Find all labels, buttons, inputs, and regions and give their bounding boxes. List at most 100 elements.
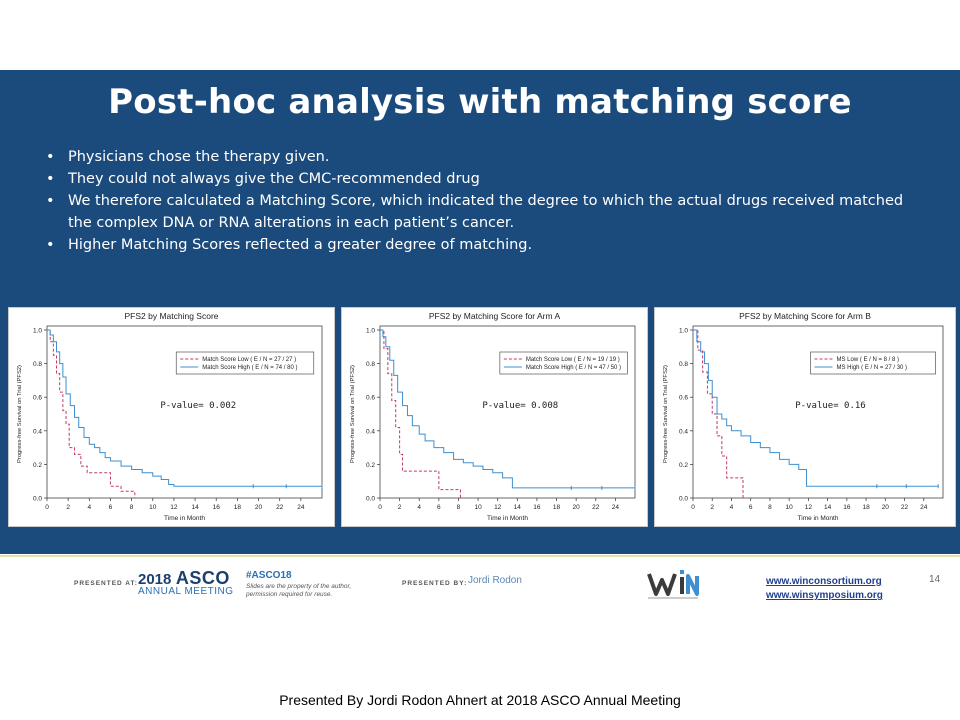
legend-box (175, 351, 315, 375)
chart-panel-arm-b: PFS2 by Matching Score for Arm B 0.0 0.2 0.… (654, 307, 956, 527)
km-chart-arm-b: PFS2 by Matching Score for Arm B 0.0 0.2 0.… (663, 311, 944, 522)
legend-box (810, 351, 936, 375)
asco-year: 2018 (138, 571, 172, 588)
km-chart-overall: PFS2 by Matching Score 0.0 0.2 0.4 0.6 0.8 1.0… (17, 311, 323, 522)
legend-label: Match Score Low ( E / N = 27 / 27 ) (202, 357, 296, 363)
slide-title: Post-hoc analysis with matching score (108, 82, 852, 122)
disclaimer-line: permission required for reuse. (246, 591, 333, 598)
x-axis-label: Time in Month (164, 515, 205, 522)
x-tick-label: 2 (710, 504, 714, 511)
x-tick-label: 6 (109, 504, 113, 511)
x-tick-label: 22 (592, 504, 600, 511)
y-tick-label: 0.8 (33, 361, 42, 368)
x-tick-label: 14 (191, 504, 199, 511)
legend-label: Match Score High ( E / N = 74 / 80 ) (202, 365, 297, 371)
x-tick-label: 12 (494, 504, 502, 511)
y-axis-label: Progress-free Survival on Trial (PFS2) (350, 365, 356, 463)
plot-frame (46, 325, 323, 499)
legend-label: MS Low ( E / N = 8 / 8 ) (837, 357, 900, 363)
chart-panel-overall: PFS2 by Matching Score 0.0 0.2 0.4 0.6 0.8 1.0… (8, 307, 335, 527)
x-tick-label: 18 (234, 504, 242, 511)
bullet-item: We therefore calculated a Matching Score… (44, 190, 924, 234)
y-axis-label: Progress-free Survival on Trial (PFS2) (663, 365, 669, 463)
y-tick-label: 1.0 (33, 328, 42, 335)
x-tick-label: 22 (276, 504, 284, 511)
presenter-name: Jordi Rodon (468, 575, 522, 586)
x-tick-label: 20 (882, 504, 890, 511)
x-tick-label: 4 (417, 504, 421, 511)
x-tick-label: 8 (768, 504, 772, 511)
x-tick-label: 14 (514, 504, 522, 511)
y-tick-label: 0.4 (679, 428, 688, 435)
disclaimer-line: Slides are the property of the author, (246, 583, 352, 590)
footer-divider (0, 555, 960, 557)
bullet-list: Physicians chose the therapy given. They… (44, 146, 924, 256)
p-value-annotation: P-value= 0.002 (160, 401, 236, 411)
x-tick-label: 14 (824, 504, 832, 511)
series-line-high (47, 329, 322, 487)
series-line-high (380, 329, 635, 489)
x-tick-label: 10 (786, 504, 794, 511)
link-winsymposium[interactable]: www.winsymposium.org (766, 590, 883, 601)
x-tick-label: 24 (297, 504, 305, 511)
legend-label: MS High ( E / N = 27 / 30 ) (837, 365, 908, 371)
y-tick-label: 0.2 (679, 462, 688, 469)
x-tick-label: 24 (920, 504, 928, 511)
x-axis-label: Time in Month (487, 515, 528, 522)
y-axis-label: Progress-free Survival on Trial (PFS2) (17, 365, 23, 463)
x-tick-label: 22 (901, 504, 909, 511)
x-tick-label: 16 (843, 504, 851, 511)
asco-subtitle: ANNUAL MEETING (138, 586, 234, 597)
x-tick-label: 24 (612, 504, 620, 511)
presented-by-label: PRESENTED BY: (402, 580, 468, 587)
chart-title: PFS2 by Matching Score (124, 311, 218, 321)
y-tick-label: 0.0 (679, 496, 688, 503)
x-tick-label: 10 (474, 504, 482, 511)
x-tick-label: 16 (213, 504, 221, 511)
x-tick-label: 10 (149, 504, 157, 511)
page-number: 14 (929, 574, 941, 585)
x-tick-label: 12 (805, 504, 813, 511)
p-value-annotation: P-value= 0.16 (795, 401, 865, 411)
bullet-item: Physicians chose the therapy given. (44, 146, 924, 168)
y-tick-label: 0.4 (366, 428, 375, 435)
y-tick-label: 0.6 (33, 395, 42, 402)
y-tick-label: 0.0 (366, 496, 375, 503)
bullet-item: Higher Matching Scores reflected a great… (44, 234, 924, 256)
x-axis-label: Time in Month (798, 515, 839, 522)
legend-box (499, 351, 628, 375)
plot-frame (692, 325, 944, 499)
x-tick-label: 6 (437, 504, 441, 511)
legend-label: Match Score High ( E / N = 47 / 50 ) (526, 365, 621, 371)
y-tick-label: 0.4 (33, 428, 42, 435)
presentation-caption: Presented By Jordi Rodon Ahnert at 2018 … (279, 692, 681, 708)
plot-frame (379, 325, 636, 499)
x-tick-label: 4 (730, 504, 734, 511)
x-tick-label: 20 (573, 504, 581, 511)
y-tick-label: 0.0 (33, 496, 42, 503)
x-tick-label: 8 (457, 504, 461, 511)
km-chart-arm-a: PFS2 by Matching Score for Arm A 0.0 0.2 0.… (350, 311, 636, 522)
y-tick-label: 1.0 (679, 328, 688, 335)
link-winconsortium[interactable]: www.winconsortium.org (766, 576, 882, 587)
y-tick-label: 0.2 (33, 462, 42, 469)
win-logo-icon (647, 570, 699, 599)
hashtag: #ASCO18 (246, 570, 292, 581)
series-line-low (693, 329, 744, 498)
presented-at-label: PRESENTED AT: (74, 580, 138, 587)
y-tick-label: 0.2 (366, 462, 375, 469)
x-tick-label: 12 (170, 504, 178, 511)
chart-panel-arm-a: PFS2 by Matching Score for Arm A 0.0 0.2 0.… (341, 307, 648, 527)
y-tick-label: 0.8 (366, 361, 375, 368)
chart-title: PFS2 by Matching Score for Arm A (429, 311, 561, 321)
win-logo (646, 562, 700, 602)
x-tick-label: 8 (130, 504, 134, 511)
disclaimer: Slides are the property of the author, p… (246, 583, 351, 599)
x-tick-label: 20 (255, 504, 263, 511)
p-value-annotation: P-value= 0.008 (482, 401, 558, 411)
legend-label: Match Score Low ( E / N = 19 / 19 ) (526, 357, 620, 363)
asco-logo: 2018 ASCO (138, 568, 230, 589)
x-tick-label: 6 (749, 504, 753, 511)
x-tick-label: 0 (45, 504, 49, 511)
asco-word: ASCO (175, 568, 230, 588)
